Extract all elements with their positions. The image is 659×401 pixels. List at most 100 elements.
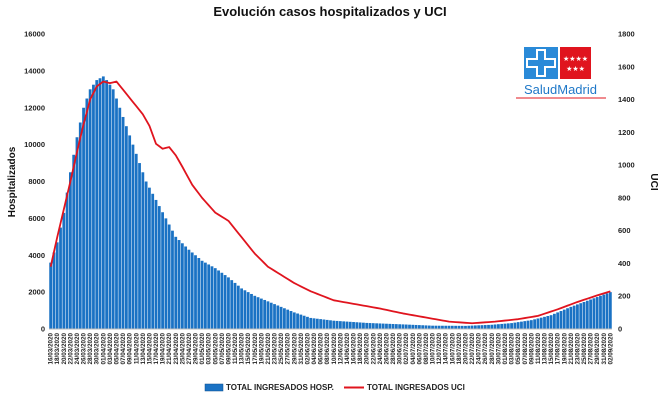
x-tick-label: 12/06/2020: [337, 333, 344, 365]
y-tick-label: 12000: [24, 103, 45, 112]
bar: [401, 324, 405, 329]
bar: [483, 325, 487, 329]
y2-tick-label: 1800: [618, 30, 635, 39]
x-tick-label: 09/05/2020: [225, 333, 232, 365]
bar: [355, 322, 359, 329]
x-tick-label: 10/07/2020: [430, 333, 437, 365]
bar: [180, 243, 184, 329]
x-tick-label: 28/06/2020: [390, 333, 397, 365]
legend-swatch-hosp: [204, 383, 224, 392]
bar: [362, 322, 365, 329]
x-tick-label: 20/06/2020: [364, 333, 371, 365]
x-tick-label: 29/04/2020: [193, 333, 200, 365]
bar: [236, 285, 240, 329]
x-tick-label: 01/04/2020: [100, 333, 107, 365]
bar: [546, 316, 550, 329]
x-tick-label: 14/07/2020: [443, 333, 450, 365]
bar: [72, 154, 76, 329]
bar: [358, 322, 362, 329]
bar: [566, 308, 569, 329]
bar: [227, 277, 230, 330]
bar: [108, 84, 112, 329]
bar: [312, 318, 316, 329]
x-tick-label: 02/06/2020: [304, 333, 311, 365]
x-tick-label: 26/07/2020: [482, 333, 489, 365]
bar: [342, 321, 346, 329]
bar: [500, 323, 504, 329]
bar: [605, 293, 609, 329]
bar: [157, 206, 161, 329]
y-axis-ticks: 0 2000 4000 6000 8000 10000 12000 14000 16000: [24, 30, 45, 334]
bar: [78, 122, 82, 329]
bar: [187, 249, 191, 329]
bar: [497, 324, 500, 329]
x-tick-label: 09/04/2020: [127, 333, 134, 365]
bar: [510, 323, 513, 329]
uci-line: [49, 80, 611, 325]
bar: [213, 268, 217, 329]
bar: [299, 314, 303, 329]
bar: [523, 321, 527, 329]
bar: [259, 298, 263, 329]
bar: [230, 280, 234, 329]
y2-tick-label: 800: [618, 193, 631, 202]
bar: [424, 325, 428, 329]
bar: [599, 295, 602, 329]
x-tick-label: 31/08/2020: [601, 333, 608, 365]
bar: [549, 315, 553, 329]
y2-tick-label: 1200: [618, 128, 635, 137]
chart-title: Evolución casos hospitalizados y UCI: [213, 4, 446, 19]
x-tick-label: 25/04/2020: [179, 333, 186, 365]
legend-item-hosp: TOTAL INGRESADOS HOSP.: [204, 383, 334, 392]
bar: [348, 321, 352, 329]
bar: [184, 246, 188, 329]
x-tick-label: 19/04/2020: [160, 333, 167, 365]
y-tick-label: 16000: [24, 30, 45, 39]
x-tick-label: 24/07/2020: [476, 333, 483, 365]
x-tick-label: 17/08/2020: [555, 333, 562, 365]
bar: [319, 319, 323, 329]
x-tick-label: 05/08/2020: [515, 333, 522, 365]
bar: [315, 318, 319, 329]
bar: [197, 258, 201, 329]
bar: [332, 320, 336, 329]
bar: [582, 301, 586, 329]
x-tick-label: 29/08/2020: [594, 333, 601, 365]
bar: [513, 322, 517, 329]
bar: [585, 300, 589, 329]
bar: [177, 240, 181, 329]
bar: [444, 325, 448, 329]
x-axis-ticks: 16/03/2020 18/03/2020 20/03/2020 22/03/2020…: [48, 333, 615, 365]
bar: [111, 89, 115, 329]
bar: [115, 98, 118, 329]
bar: [434, 325, 438, 329]
bar: [437, 325, 441, 329]
bar: [207, 264, 211, 329]
bar: [266, 301, 270, 329]
bar: [269, 302, 273, 329]
bar: [203, 262, 207, 330]
bar: [151, 193, 155, 329]
bar: [579, 303, 583, 329]
bar: [306, 316, 309, 329]
x-tick-label: 05/05/2020: [212, 333, 219, 365]
bar: [322, 319, 326, 329]
bar: [536, 318, 540, 329]
bar: [210, 266, 214, 329]
bar: [490, 324, 494, 329]
bar: [391, 323, 395, 329]
bar: [85, 98, 89, 329]
x-tick-label: 15/08/2020: [548, 333, 555, 365]
bar: [378, 323, 382, 329]
x-tick-label: 21/08/2020: [568, 333, 575, 365]
x-tick-label: 21/04/2020: [166, 333, 173, 365]
bar: [194, 255, 197, 329]
bar: [454, 325, 457, 329]
bar: [223, 275, 227, 329]
x-tick-label: 19/08/2020: [561, 333, 568, 365]
bar: [470, 325, 474, 329]
bar: [121, 116, 125, 329]
bar: [62, 212, 66, 329]
x-tick-label: 30/06/2020: [397, 333, 404, 365]
